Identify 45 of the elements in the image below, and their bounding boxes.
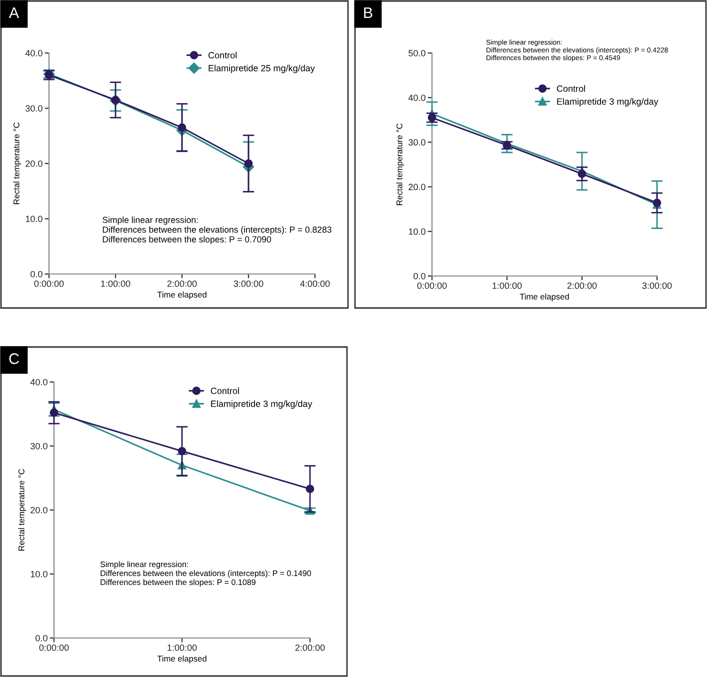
x-tick-label: 1:00:00: [101, 280, 130, 287]
y-tick-label: 0.0: [30, 270, 42, 278]
chart-title: A: [8, 7, 20, 18]
x-axis-title: Time elapsed: [157, 291, 206, 300]
chart-title: C: [9, 353, 19, 364]
x-tick-label: 1:00:00: [168, 644, 197, 651]
x-tick-label: 3:00:00: [642, 282, 672, 289]
legend-label: Control: [556, 85, 585, 92]
y-tick-label: 0.0: [36, 634, 48, 642]
x-tick-label: 0:00:00: [39, 644, 69, 651]
y-tick-label: 20.0: [30, 506, 48, 514]
legend-label: Control: [210, 387, 239, 394]
x-tick-label: 2:00:00: [167, 280, 197, 287]
y-tick-label: 10.0: [408, 228, 426, 235]
y-axis-title: Rectal temperature °C: [396, 124, 404, 206]
legend-label: Elamipretide 3 mg/kg/day: [557, 98, 658, 107]
y-tick-label: 30.0: [408, 139, 426, 146]
annotation: Simple linear regression: Differences between the elevations (intercepts): P = 0.1490 Differences between the slopes: P = 0.1089: [100, 561, 312, 587]
legend-label: Elamipretide 25 mg/kg/day: [208, 64, 315, 74]
x-tick-label: 1:00:00: [492, 282, 522, 289]
y-tick-label: 50.0: [408, 50, 426, 56]
y-tick-label: 40.0: [30, 378, 48, 386]
y-tick-label: 30.0: [26, 105, 42, 112]
y-tick-label: 40.0: [25, 50, 42, 56]
x-tick-label: 3:00:00: [234, 280, 264, 287]
y-axis-title: Rectal temperature °C: [18, 469, 26, 551]
x-axis-title: Time elapsed: [520, 293, 569, 302]
y-tick-label: 10.0: [30, 570, 48, 578]
x-tick-label: 0:00:00: [417, 282, 447, 289]
y-tick-label: 40.0: [408, 94, 426, 101]
x-tick-label: 2:00:00: [567, 282, 597, 289]
y-tick-label: 20.0: [26, 160, 42, 167]
annotation: Simple linear regression: Differences between the elevations (intercepts): P = 0.8283 Differences between the slopes: P = 0.7090: [102, 216, 332, 244]
legend-label: Elamipretide 3 mg/kg/day: [211, 400, 312, 409]
y-axis-title: Rectal temperature °C: [13, 122, 22, 204]
y-tick-label: 20.0: [408, 184, 426, 190]
x-tick-label: 4:00:00: [300, 280, 330, 287]
y-tick-label: 0.0: [414, 272, 426, 280]
x-tick-label: 2:00:00: [295, 644, 325, 651]
x-axis-title: Time elapsed: [157, 655, 206, 664]
x-tick-label: 0:00:00: [34, 280, 64, 287]
chart-title: B: [364, 7, 372, 18]
legend-label: Control: [208, 52, 237, 58]
y-tick-label: 30.0: [30, 442, 48, 450]
y-tick-label: 10.0: [26, 216, 42, 222]
